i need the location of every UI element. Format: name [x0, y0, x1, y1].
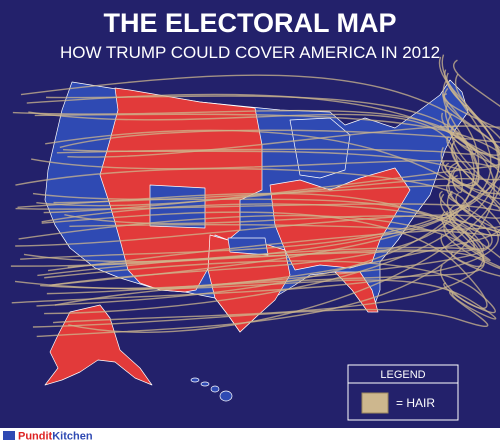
footer-brand: PunditKitchen [18, 431, 93, 443]
brand-part2: Kitchen [52, 431, 93, 443]
hair-strand [46, 95, 480, 187]
hair-strand [15, 163, 471, 212]
hair-strand [32, 290, 489, 328]
legend-swatch [361, 392, 389, 414]
hair-strand [28, 111, 463, 194]
hair-strand [18, 211, 491, 262]
hair-strand [14, 279, 497, 320]
hair-strand [11, 193, 499, 304]
legend: LEGEND = HAIR [347, 364, 459, 421]
blue-great-lakes [289, 117, 351, 179]
hair-strand [47, 126, 500, 272]
hair-strand [56, 102, 477, 155]
hair-strand [31, 113, 499, 170]
hair-strand [41, 211, 488, 309]
hawaii [190, 377, 200, 383]
hair-strand [15, 174, 500, 212]
hair-strand [20, 74, 500, 161]
footer-bar [0, 428, 500, 443]
hair-strand [67, 59, 500, 158]
hawaii [210, 385, 220, 393]
hair-strand [59, 93, 500, 149]
hair-strand [51, 81, 475, 286]
title: THE ELECTORAL MAP [103, 8, 396, 38]
hair-strand [67, 204, 475, 268]
hair-strand [26, 93, 500, 200]
hawaii [219, 390, 233, 402]
hawaii [200, 381, 210, 387]
subtitle: HOW TRUMP COULD COVER AMERICA IN 2012 [60, 43, 440, 62]
legend-title: LEGEND [380, 369, 425, 381]
footer-logo [3, 431, 15, 440]
hair-strand [41, 192, 500, 234]
legend-label: = HAIR [396, 396, 435, 410]
hair-strand [10, 73, 500, 267]
brand-part1: Pundit [18, 431, 53, 443]
hair [10, 54, 500, 338]
